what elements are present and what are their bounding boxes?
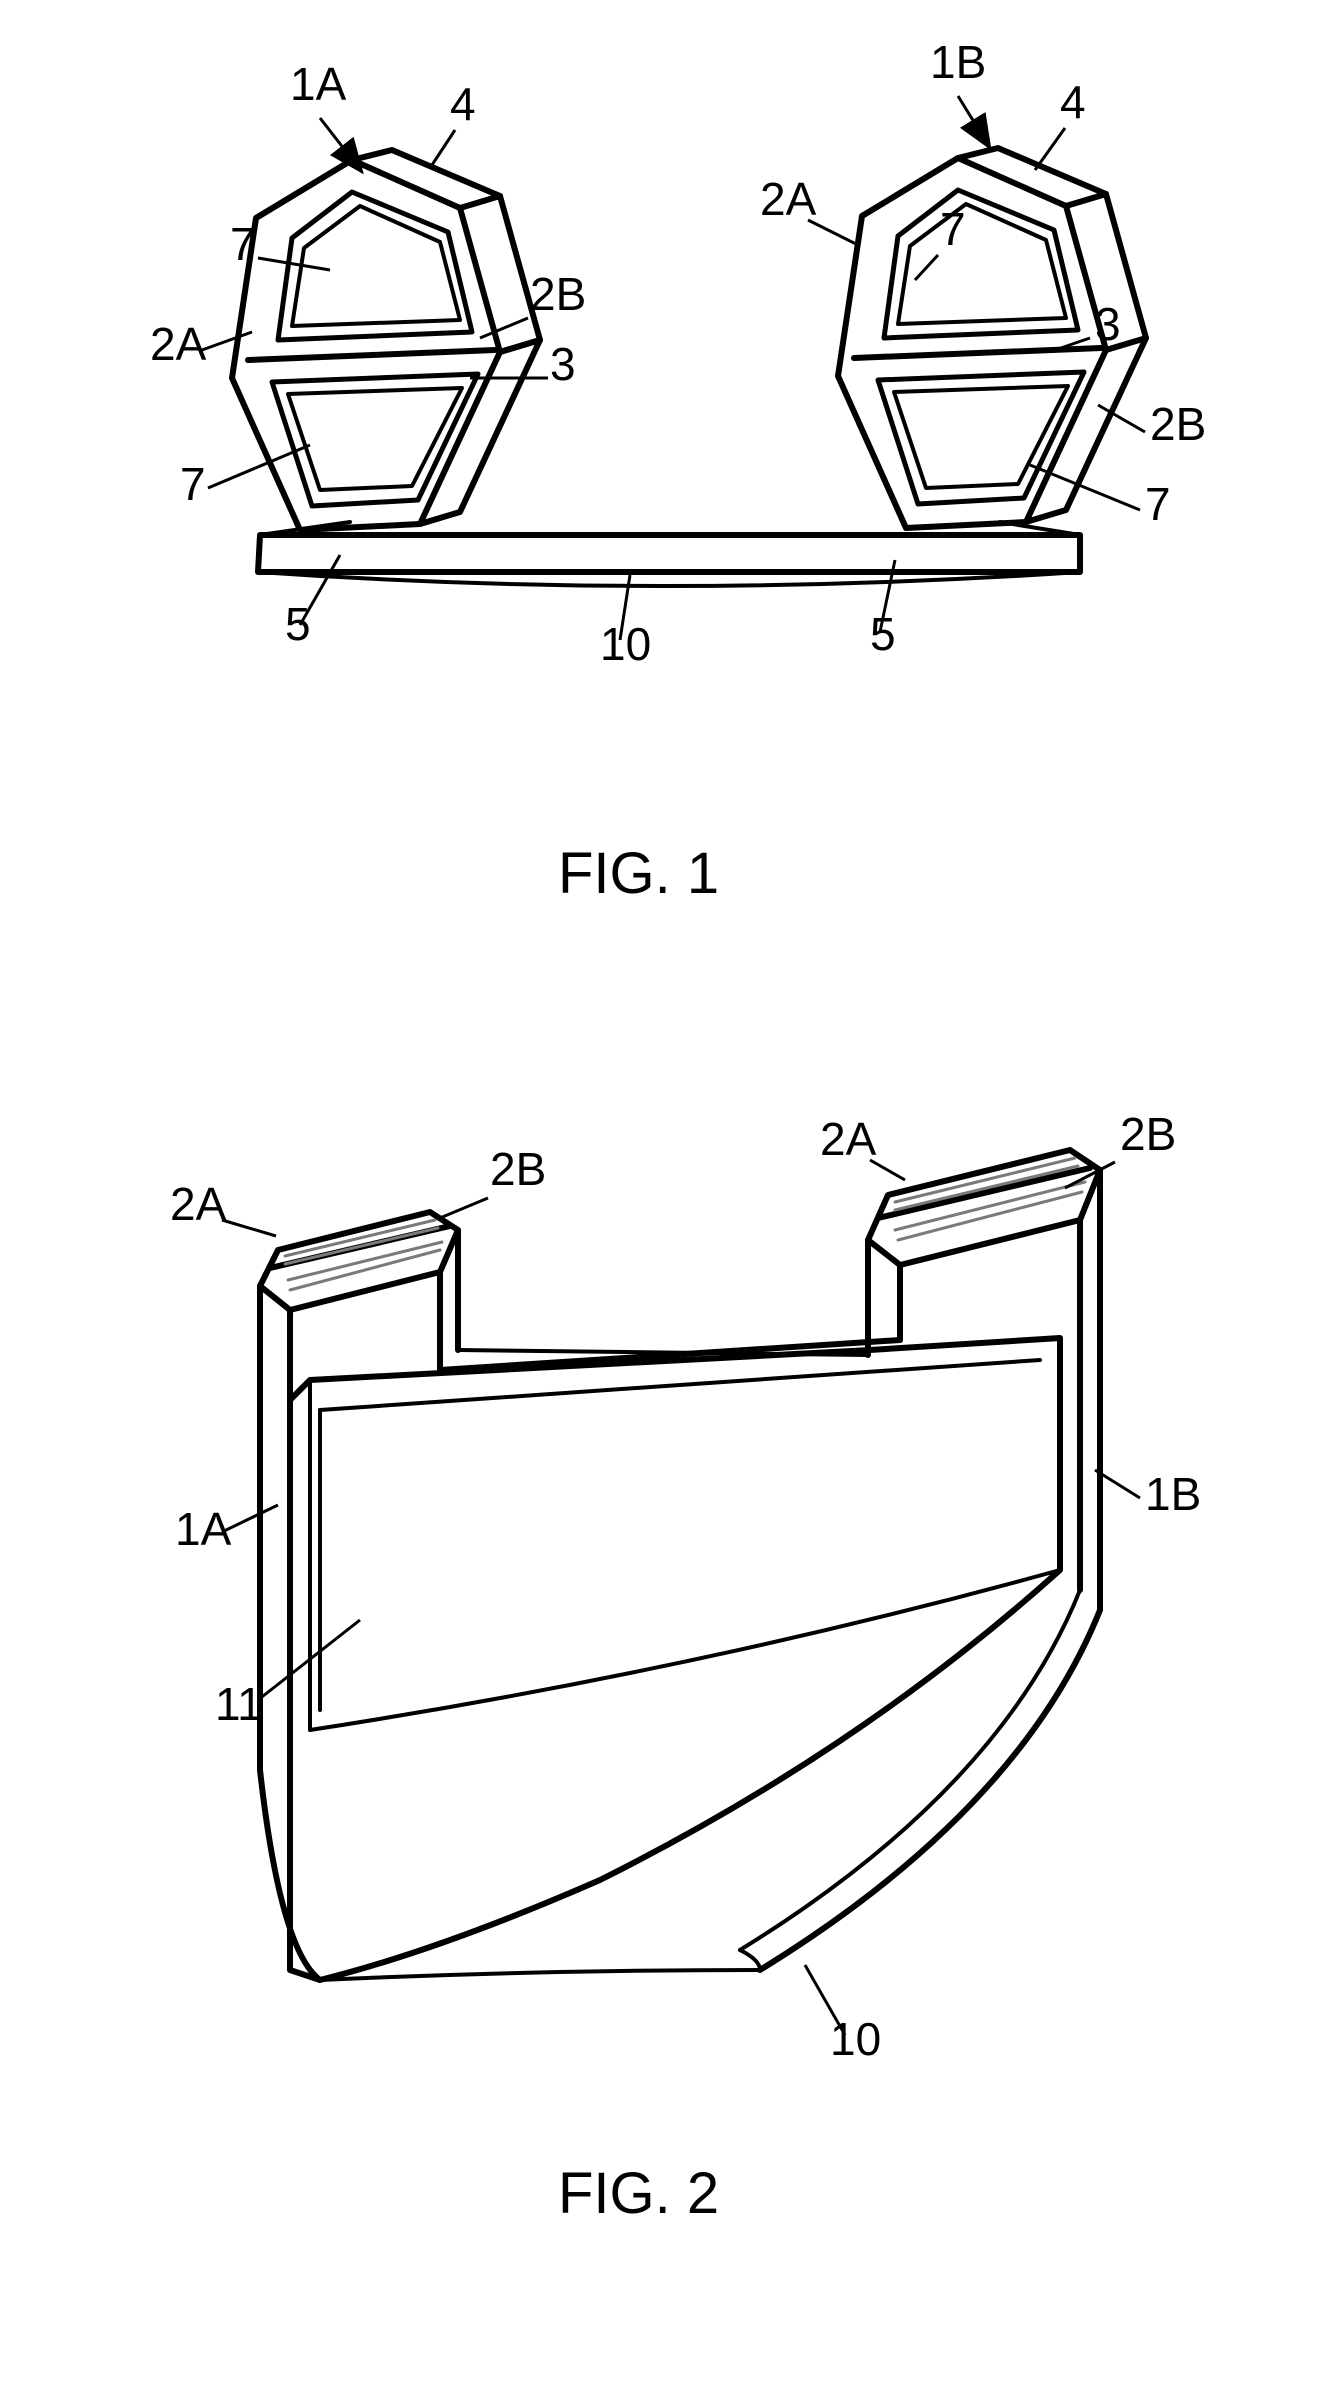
callout-label: 1A — [290, 58, 347, 110]
callout-label: 1B — [1145, 1468, 1201, 1520]
callout-label: 2A — [170, 1178, 227, 1230]
callout-label: 7 — [940, 203, 966, 255]
callout-label: 3 — [1095, 298, 1121, 350]
callout-label: 7 — [230, 218, 256, 270]
figure-2-caption: FIG. 2 — [558, 2160, 719, 2227]
callout-label: 4 — [450, 78, 476, 130]
callout-label: 2A — [760, 173, 817, 225]
callout-label: 2B — [490, 1143, 546, 1195]
callout-label: 5 — [285, 598, 311, 650]
callout-label: 1B — [930, 36, 986, 88]
page: 1A 4 1B 4 7 2A 2B 3 7 2A 3 2B 7 7 5 10 5 FIG. 1 — [0, 0, 1326, 2407]
callout-label: 2B — [1120, 1108, 1176, 1160]
callout-label: 2A — [150, 318, 207, 370]
callout-label: 7 — [180, 458, 206, 510]
callout-label: 11 — [215, 1678, 263, 1730]
callout-label: 2B — [530, 268, 586, 320]
callout-label: 7 — [1145, 478, 1171, 530]
callout-label: 1A — [175, 1503, 232, 1555]
callout-label: 2A — [820, 1113, 877, 1165]
callout-label: 10 — [600, 618, 651, 670]
callout-label: 2B — [1150, 398, 1206, 450]
callout-label: 5 — [870, 608, 896, 660]
callout-label: 10 — [830, 2013, 881, 2065]
figure-1-caption: FIG. 1 — [558, 840, 719, 907]
callout-label: 3 — [550, 338, 576, 390]
figure-2-drawing: 2A 2B 2A 2B 1A 1B 11 10 — [0, 1050, 1326, 2150]
figure-1-drawing: 1A 4 1B 4 7 2A 2B 3 7 2A 3 2B 7 7 5 10 5 — [0, 0, 1326, 760]
callout-label: 4 — [1060, 76, 1086, 128]
